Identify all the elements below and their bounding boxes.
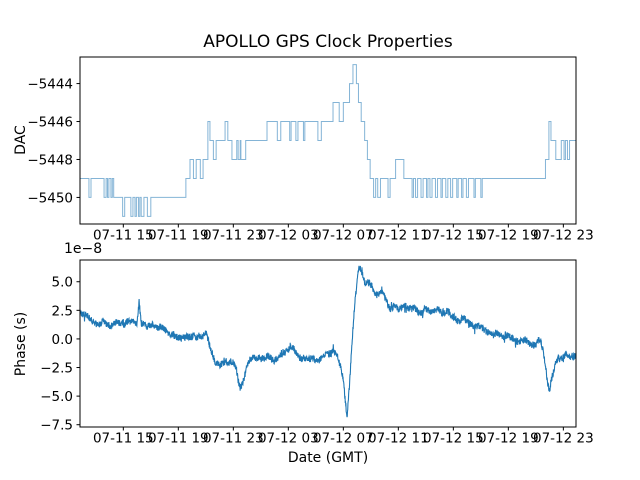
dac-step-line	[80, 64, 576, 217]
x-tick-label: 07-12 11	[368, 431, 429, 447]
y-tick-label: −5444	[27, 77, 73, 93]
y-tick-label: 2.5	[52, 303, 73, 319]
top-y-axis-label: DAC	[13, 125, 29, 155]
x-tick-label: 07-12 11	[368, 228, 429, 244]
axes-spines-bottom	[79, 259, 577, 428]
y-tick-label: −5450	[27, 190, 73, 206]
chart-title: APOLLO GPS Clock Properties	[203, 32, 453, 52]
axes-spines-top	[79, 56, 577, 225]
x-tick-label: 07-12 07	[313, 431, 374, 447]
x-tick-label: 07-11 23	[203, 431, 264, 447]
x-tick-label: 07-11 15	[93, 228, 154, 244]
bottom-y-axis-label: Phase (s)	[13, 311, 29, 377]
x-tick-label: 07-11 19	[148, 228, 209, 244]
x-tick-label: 07-12 07	[313, 228, 374, 244]
y-tick-label: 5.0	[52, 275, 73, 291]
x-tick-label: 07-12 15	[423, 228, 484, 244]
y-tick-label: −5448	[27, 152, 73, 168]
x-tick-label: 07-12 23	[533, 228, 594, 244]
x-tick-label: 07-12 03	[258, 228, 319, 244]
x-tick-label: 07-12 03	[258, 431, 319, 447]
phase-noise-line	[80, 265, 576, 418]
y-tick-label: −5446	[27, 115, 73, 131]
plot-area-bottom	[80, 265, 576, 418]
x-tick-label: 07-11 15	[93, 431, 154, 447]
x-tick-label: 07-11 19	[148, 431, 209, 447]
y-tick-label: −5.0	[40, 389, 73, 405]
y-tick-label: −2.5	[40, 361, 73, 377]
x-tick-label: 07-12 23	[533, 431, 594, 447]
x-tick-label: 07-11 23	[203, 228, 264, 244]
y-tick-label: −7.5	[40, 418, 73, 434]
x-tick-label: 07-12 15	[423, 431, 484, 447]
x-tick-label: 07-12 19	[478, 228, 539, 244]
plot-area-top	[80, 64, 576, 217]
y-tick-label: 0.0	[52, 332, 73, 348]
x-axis-label: Date (GMT)	[287, 450, 369, 466]
x-tick-label: 07-12 19	[478, 431, 539, 447]
y-axis-offset-text: 1e−8	[64, 241, 103, 257]
